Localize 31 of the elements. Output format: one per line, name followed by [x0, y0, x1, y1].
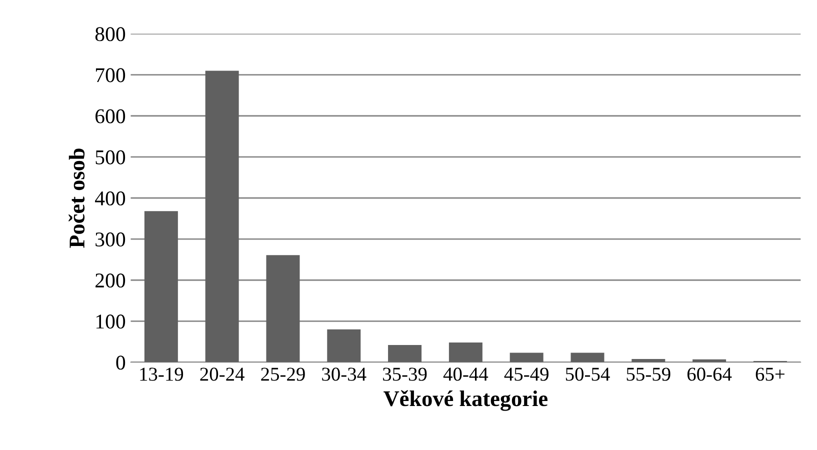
x-tick-label: 25-29: [261, 368, 305, 381]
x-tick-label: 30-34: [322, 368, 366, 381]
bar: [570, 352, 604, 362]
y-tick-label: 700: [96, 68, 126, 82]
y-tick-label: 400: [95, 191, 126, 206]
bar: [266, 255, 300, 362]
bar: [448, 342, 482, 362]
x-tick-label: 13-19: [140, 368, 184, 381]
bar: [632, 358, 666, 362]
x-tick-label: 45-49: [504, 368, 548, 381]
bar: [388, 345, 422, 362]
y-tick-label: 300: [96, 232, 126, 246]
x-tick-label: 55-59: [626, 368, 670, 381]
y-tick-label: 500: [96, 150, 126, 164]
y-tick-label: 600: [96, 109, 126, 124]
x-tick-label: 50-54: [566, 368, 610, 381]
x-tick-label: 60-64: [687, 368, 732, 381]
x-tick-label: 35-39: [383, 368, 427, 381]
y-tick-label: 100: [96, 314, 126, 329]
y-tick-label: 800: [95, 27, 126, 42]
bar: [205, 70, 239, 362]
y-axis-title: Počet osob: [68, 148, 85, 248]
x-axis-title: Věkové kategorie: [384, 390, 548, 411]
y-tick-label: 200: [96, 274, 126, 288]
x-tick-label: 20-24: [200, 368, 244, 381]
bar: [144, 211, 178, 362]
bar: [327, 329, 361, 362]
y-tick-label: 0: [116, 356, 126, 370]
x-tick-label: 65+: [756, 368, 784, 381]
bar: [510, 352, 544, 362]
x-tick-label: 40-44: [443, 368, 488, 381]
